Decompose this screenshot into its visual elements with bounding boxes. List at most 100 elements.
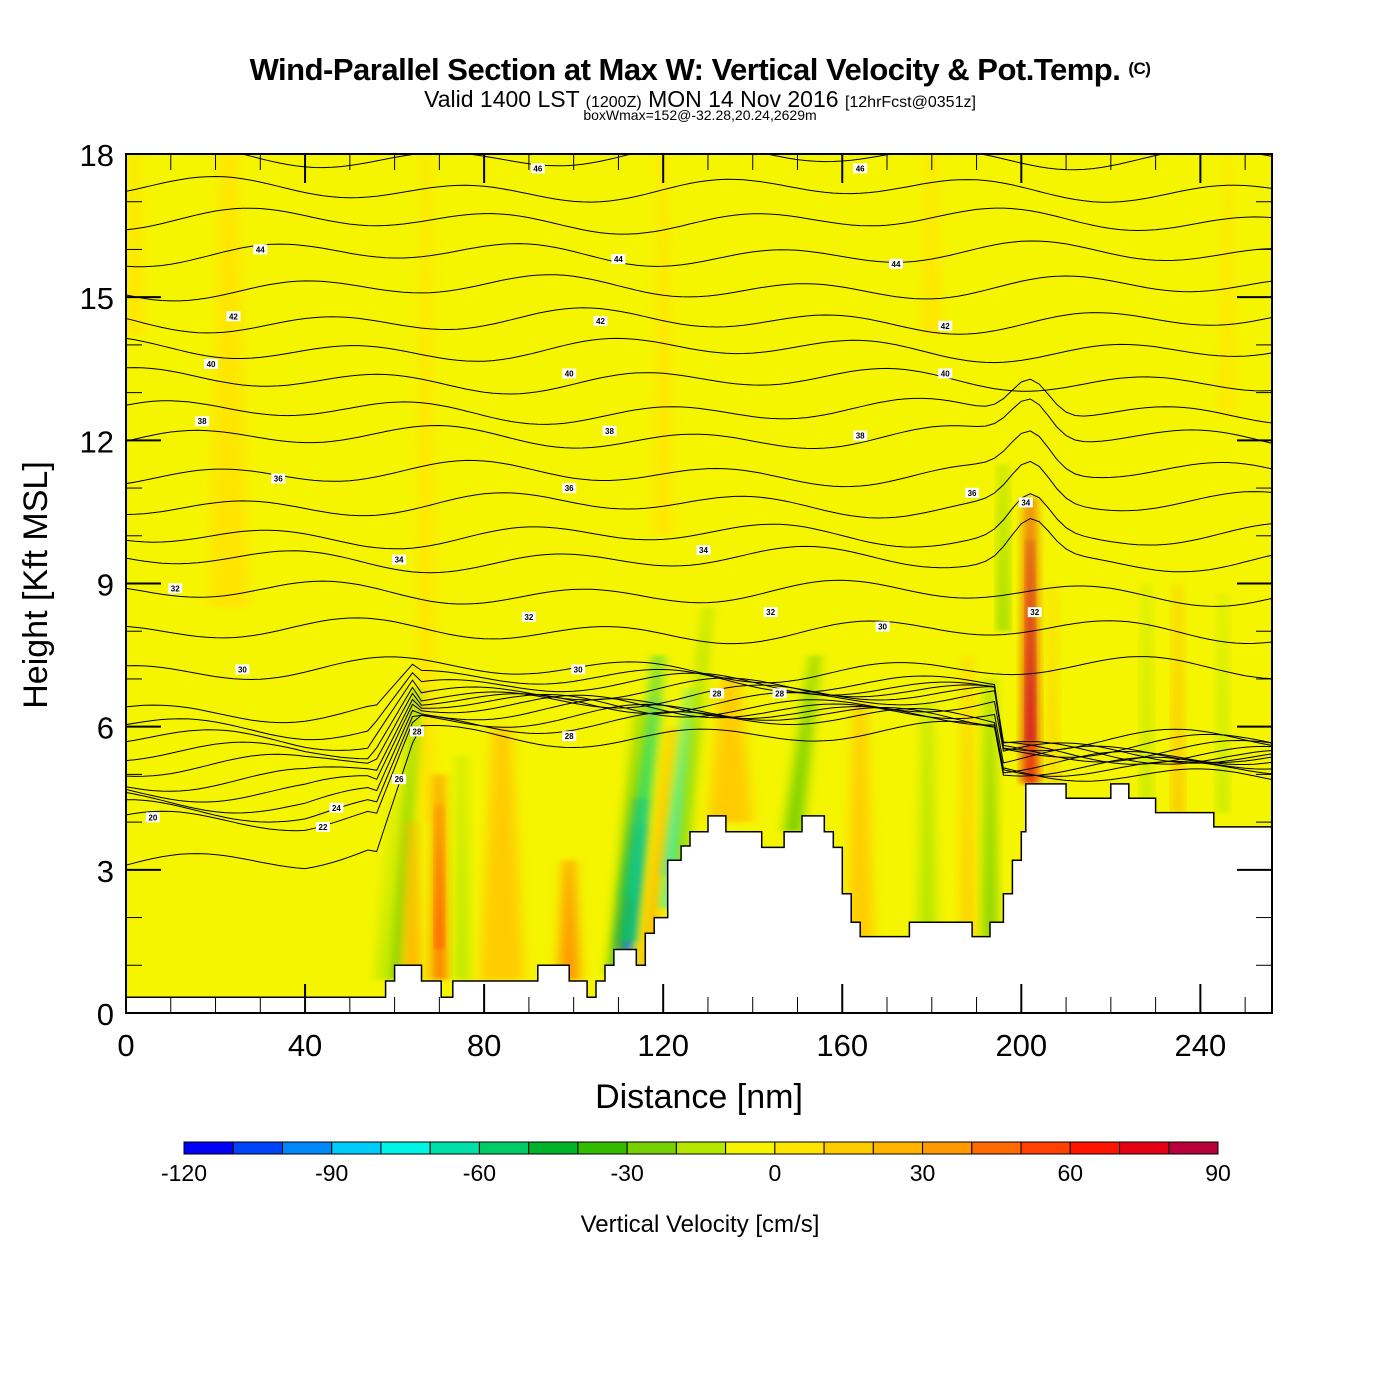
contour-label: 32 (521, 611, 536, 622)
contour-label: 28 (709, 688, 724, 699)
velocity-plume (416, 154, 435, 823)
contour-label: 22 (315, 821, 330, 832)
contour-label-text: 32 (1030, 608, 1039, 617)
y-tick-label: 18 (80, 138, 114, 173)
contour-label-text: 38 (198, 417, 207, 426)
contour-label: 20 (145, 812, 160, 823)
contour-label-text: 20 (148, 813, 157, 822)
colorbar-swatch (528, 1141, 579, 1155)
contour-label: 36 (562, 483, 577, 494)
colorbar-tick-label: -90 (315, 1160, 348, 1186)
contour-label: 46 (530, 163, 545, 174)
theta-contour-line (126, 307, 1272, 335)
colorbar-swatch (577, 1141, 628, 1155)
theta-contour-line (126, 517, 1272, 574)
velocity-plume (654, 154, 673, 536)
contour-label-text: 32 (766, 608, 775, 617)
theta-contour-line (126, 617, 1272, 645)
contour-label: 32 (763, 607, 778, 618)
contour-label-text: 46 (856, 164, 865, 173)
theta-contour-line (240, 154, 1272, 171)
colorbar-tick-label: 0 (768, 1160, 781, 1186)
contour-label: 28 (562, 731, 577, 742)
velocity-plume (126, 154, 144, 336)
x-tick-label: 200 (995, 1028, 1047, 1063)
y-axis-title: Height [Kft MSL] (17, 461, 55, 709)
contour-label-text: 32 (171, 584, 180, 593)
velocity-plume (455, 755, 469, 980)
contour-labels: 20 22 24 26 28 28 28 28 30 30 30 32 32 32 32 34 34 34 36 36… (145, 163, 1042, 832)
colorbar-swatch (380, 1141, 431, 1155)
contour-label: 32 (168, 583, 183, 594)
colorbar-title: Vertical Velocity [cm/s] (581, 1211, 820, 1238)
velocity-plume (376, 798, 397, 980)
contour-label-text: 46 (533, 164, 542, 173)
velocity-plume (387, 688, 420, 980)
velocity-plume (918, 702, 937, 937)
colorbar-swatch (429, 1141, 480, 1155)
theta-contour-line (126, 378, 1272, 425)
colorbar-swatch (331, 1141, 382, 1155)
colorbar-swatch (823, 1141, 874, 1155)
contour-label: 38 (195, 416, 210, 427)
velocity-plume (998, 464, 1008, 632)
contour-label: 44 (611, 253, 626, 264)
theta-contour-line (126, 117, 1272, 143)
contour-label: 38 (853, 430, 868, 441)
x-tick-label: 0 (117, 1028, 134, 1063)
colorbar-swatch (1020, 1141, 1071, 1155)
contour-label: 42 (938, 320, 953, 331)
colorbar-tick-label: -120 (161, 1160, 207, 1186)
x-tick-label: 160 (816, 1028, 868, 1063)
chart-title: Wind-Parallel Section at Max W: Vertical… (0, 52, 1400, 88)
theta-contour-line (126, 430, 1272, 488)
colorbar-tick-label: 60 (1057, 1160, 1083, 1186)
velocity-field (126, 154, 1234, 980)
valid-time: Valid 1400 LST (424, 86, 580, 112)
x-tick-label: 120 (637, 1028, 689, 1063)
contour-label-text: 38 (605, 427, 614, 436)
y-tick-label: 15 (80, 281, 114, 316)
contour-label-text: 32 (524, 613, 533, 622)
contour-label: 24 (329, 802, 344, 813)
contour-label-text: 30 (574, 665, 583, 674)
contour-label-text: 38 (856, 432, 865, 441)
contour-label: 40 (204, 358, 219, 369)
velocity-plume (557, 860, 581, 980)
contour-label-text: 28 (565, 732, 574, 741)
theta-contour-line (126, 703, 1272, 823)
theta-contour-line (126, 398, 1272, 450)
contour-label: 34 (392, 554, 407, 565)
colorbar-swatch (971, 1141, 1022, 1155)
contour-label: 40 (562, 368, 577, 379)
y-tick-label: 6 (97, 711, 114, 746)
contour-label: 44 (253, 244, 268, 255)
contour-label-text: 44 (614, 255, 623, 264)
contour-label-text: 42 (229, 312, 238, 321)
velocity-plume-core (624, 698, 660, 899)
y-tick-labels: 0 3 6 9 12 15 18 (80, 138, 114, 1032)
contour-label: 26 (392, 774, 407, 785)
colorbar-tick-label: 30 (910, 1160, 936, 1186)
contour-label-text: 34 (1021, 498, 1030, 507)
theta-contour-line (126, 656, 1272, 684)
y-tick-label: 0 (97, 997, 114, 1032)
y-tick-label: 12 (80, 424, 114, 459)
theta-contour-line (126, 337, 1272, 364)
contour-label: 42 (593, 316, 608, 327)
copyright-mark: (C) (1128, 59, 1151, 78)
velocity-plume (960, 655, 975, 937)
contour-label-text: 42 (941, 322, 950, 331)
theta-contour-line (126, 460, 1272, 519)
theta-contour-line (126, 207, 1272, 235)
theta-contour-line (126, 693, 1272, 792)
contour-label: 30 (235, 664, 250, 675)
plot-frame (125, 153, 1273, 1014)
contour-label-text: 40 (941, 370, 950, 379)
contour-label-text: 40 (207, 360, 216, 369)
contour-label-text: 30 (878, 622, 887, 631)
contour-label-text: 36 (274, 475, 283, 484)
colorbar-swatch (281, 1141, 333, 1155)
contour-label: 28 (772, 688, 787, 699)
contour-label: 28 (409, 726, 424, 737)
